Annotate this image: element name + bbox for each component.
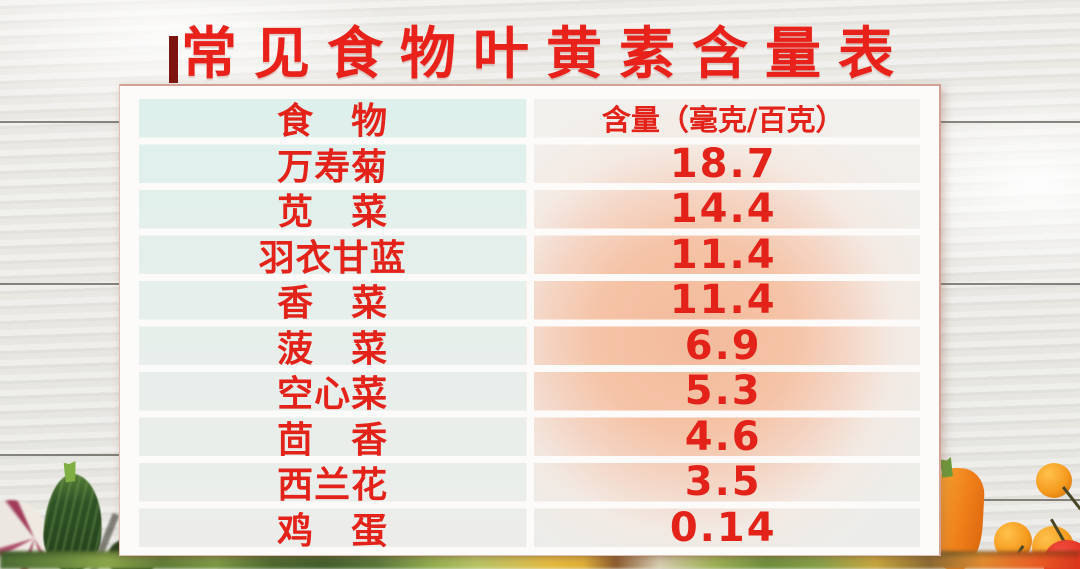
- food-cell: 空心菜: [277, 374, 389, 416]
- value-cell: 4.6: [684, 413, 762, 460]
- plank-seam: [0, 454, 130, 456]
- food-cell: 苋 菜: [277, 192, 389, 234]
- food-cell: 万寿菊: [277, 146, 389, 188]
- lutein-table-card: 食 物 含量（毫克/百克） 万寿菊 18.7 苋 菜 14.4 羽衣甘蓝 11.…: [119, 84, 941, 556]
- food-cell: 茴 香: [277, 419, 389, 461]
- food-cell: 西兰花: [277, 465, 389, 507]
- title-accent-bar: [169, 35, 178, 83]
- value-cell: 11.4: [669, 277, 777, 324]
- header-food-cell: 食 物: [277, 101, 389, 143]
- cell-gap-overlay: [139, 99, 920, 547]
- food-cell: 鸡 蛋: [277, 510, 389, 552]
- value-cell: 5.3: [684, 368, 762, 415]
- plank-seam: [930, 499, 1080, 501]
- food-cell: 羽衣甘蓝: [258, 237, 407, 279]
- data-table: 食 物 含量（毫克/百克） 万寿菊 18.7 苋 菜 14.4 羽衣甘蓝 11.…: [139, 99, 920, 552]
- value-cell: 6.9: [684, 322, 762, 369]
- page-title: 常见食物叶黄素含量表: [181, 22, 911, 87]
- header-amount-cell: 含量（毫克/百克）: [601, 103, 845, 138]
- table-area: 食 物 含量（毫克/百克） 万寿菊 18.7 苋 菜 14.4 羽衣甘蓝 11.…: [139, 99, 920, 552]
- value-cell: 11.4: [669, 231, 777, 278]
- value-cell: 18.7: [669, 140, 777, 187]
- value-cell: 3.5: [684, 459, 762, 506]
- title-row: 常见食物叶黄素含量表: [0, 26, 1080, 84]
- food-cell: 菠 菜: [277, 328, 389, 370]
- food-cell: 香 菜: [277, 283, 389, 325]
- value-cell: 14.4: [669, 186, 777, 233]
- value-cell: 0.14: [669, 504, 777, 551]
